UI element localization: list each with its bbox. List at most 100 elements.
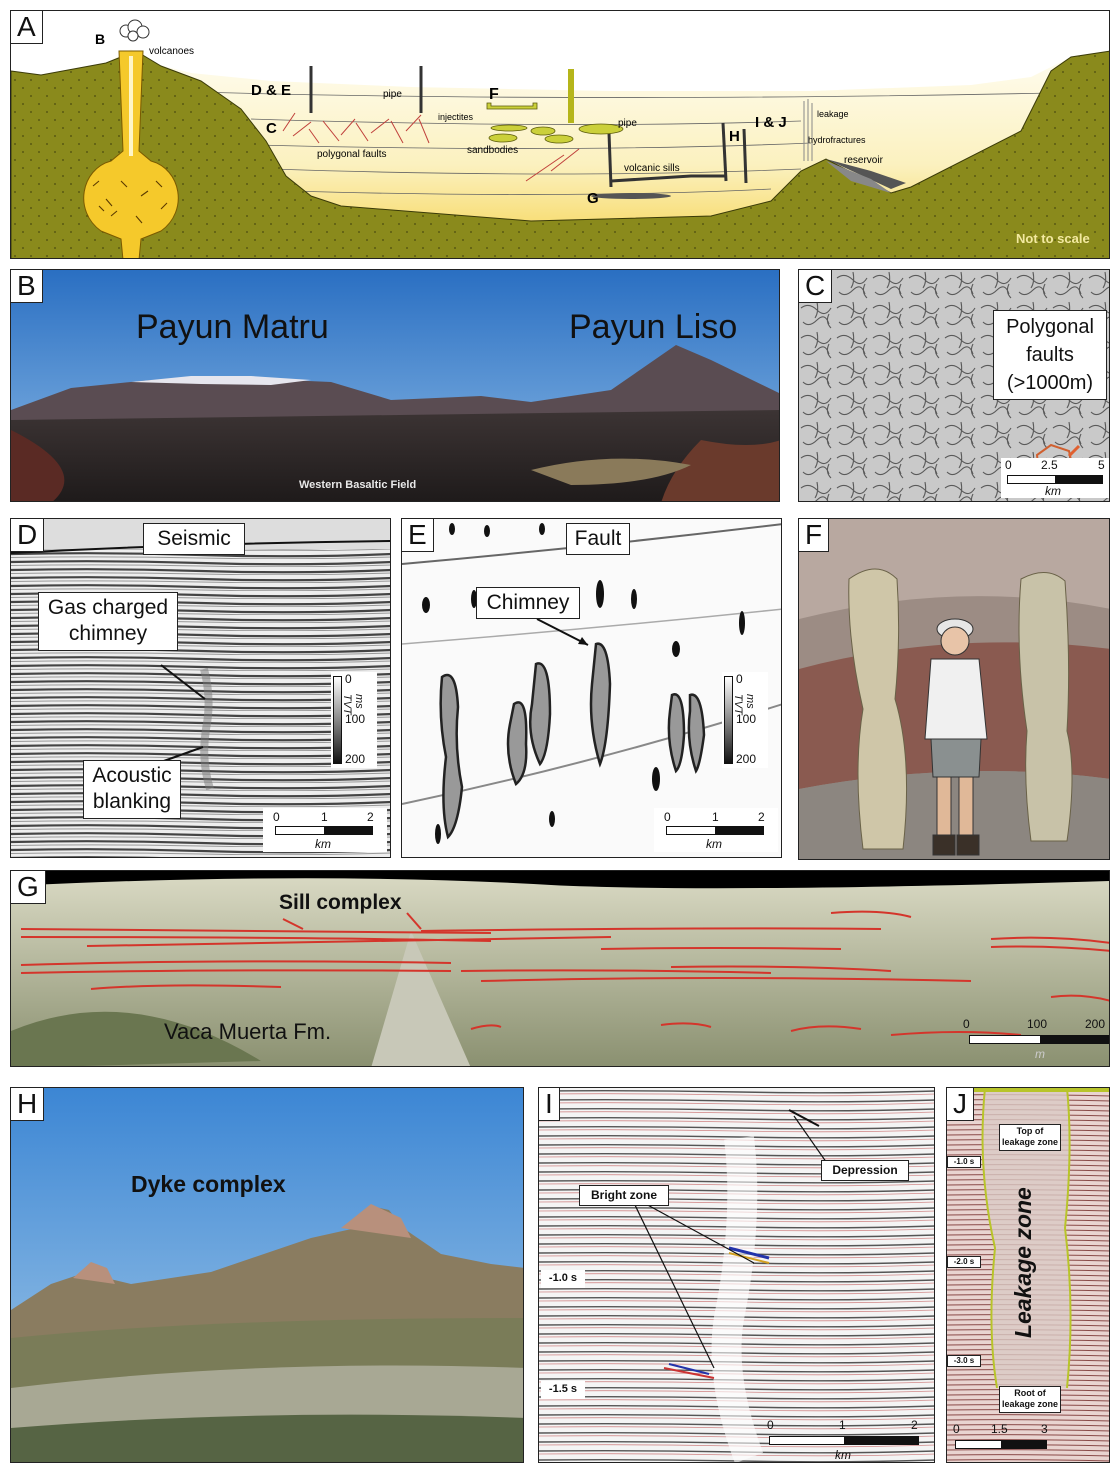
colorbar-tick: 0 [736, 672, 743, 686]
fault-title-box: Fault [566, 523, 630, 556]
scale-unit: km [706, 837, 722, 851]
scale-tick: 2.5 [1041, 458, 1058, 472]
time-label-j3: -3.0 s [947, 1355, 981, 1367]
vaca-muerta-label: Vaca Muerta Fm. [164, 1019, 331, 1044]
bright-zone-box: Bright zone [579, 1185, 669, 1206]
scale-tick: 1 [712, 810, 719, 824]
panel-i-letter: I [539, 1088, 560, 1121]
scale-bar-g: 0 100 200 m [961, 1011, 1109, 1061]
panel-a-schematic: A [10, 10, 1110, 259]
time-label-j1: -1.0 s [947, 1156, 981, 1168]
sill-complex-label: Sill complex [279, 891, 402, 914]
scale-tick: 5 [1098, 458, 1105, 472]
scale-tick: 200 [1085, 1017, 1106, 1031]
panel-h-photo: H Dyke complex [10, 1087, 524, 1463]
chimney-box: Chimney [476, 587, 580, 620]
scale-unit: km [315, 837, 331, 851]
colorbar-tick: 0 [345, 672, 352, 686]
payun-matru-title: Payun Matru [136, 308, 329, 346]
scale-tick: 0 [963, 1017, 970, 1031]
seismic-title-box: Seismic [143, 523, 245, 556]
label-b: B [95, 31, 105, 47]
label-pipe-1: pipe [383, 89, 402, 100]
label-h: H [729, 128, 740, 145]
root-line-1: Root of [1014, 1388, 1046, 1398]
dyke-complex-title: Dyke complex [131, 1171, 286, 1197]
pipe-right [1018, 572, 1073, 842]
colorbar-tick: 100 [736, 712, 757, 726]
gas-chimney-line-1: Gas charged [47, 596, 169, 619]
scale-tick: 0 [1005, 458, 1012, 472]
western-basaltic-field-caption: Western Basaltic Field [299, 479, 416, 491]
dyke-complex-photo: Dyke complex [11, 1088, 523, 1462]
pipe-left [848, 568, 908, 850]
label-c: C [266, 120, 277, 137]
label-g: G [587, 190, 599, 207]
colorbar-tick: 200 [736, 752, 757, 766]
colorbar-unit: ms TVT [732, 694, 756, 715]
panel-g-outcrop: G Sill complex Vaca Muerta Fm. 0 100 200 [10, 870, 1110, 1067]
colorbar-e: 0 100 200 ms TVT [722, 672, 768, 768]
label-volcanoes: volcanoes [149, 46, 194, 57]
scale-tick: 1 [839, 1418, 846, 1432]
scale-tick: 0 [767, 1418, 774, 1432]
label-reservoir: reservoir [844, 155, 884, 166]
time-label-2: -1.5 s [541, 1381, 585, 1399]
payun-liso-title: Payun Liso [569, 308, 737, 346]
scale-bar-e: 0 1 2 km [654, 808, 778, 852]
panel-d-seismic: D Seismic Gas charged chimney Acoustic b… [10, 518, 391, 858]
label-leakage: leakage [817, 109, 849, 119]
panel-i-seismic: I Depression Bright zone -1.0 s -1.5 s 0… [538, 1087, 935, 1463]
sandstone-pipes-photo [799, 519, 1109, 859]
panel-f-letter: F [799, 519, 830, 552]
acoustic-blanking-box: Acoustic blanking [83, 760, 181, 819]
colorbar-d: 0 100 200 ms TVT [331, 672, 377, 768]
sill-complex-outcrop: Sill complex Vaca Muerta Fm. [11, 871, 1109, 1066]
scale-bar-d: 0 1 2 km [263, 808, 387, 852]
scale-tick: 0 [273, 810, 280, 824]
scale-tick: 0 [664, 810, 671, 824]
scale-tick: 2 [367, 810, 374, 824]
panel-h-letter: H [11, 1088, 45, 1121]
gas-chimney-box: Gas charged chimney [38, 592, 178, 651]
scale-tick: 2 [758, 810, 765, 824]
not-to-scale-label: Not to scale [1016, 231, 1090, 246]
time-label-j2: -2.0 s [947, 1256, 981, 1268]
label-pipe-2: pipe [618, 118, 637, 129]
label-polygonal-faults: polygonal faults [317, 149, 387, 160]
label-de: D & E [251, 82, 291, 99]
acoustic-blanking-line-2: blanking [92, 790, 172, 814]
scale-tick: 0 [953, 1422, 960, 1436]
leakage-zone-label: Leakage zone [1010, 1187, 1036, 1338]
scale-unit: m [1035, 1047, 1045, 1061]
scale-bar-c: 0 2.5 5 km [1001, 458, 1109, 498]
panel-b-letter: B [11, 270, 43, 303]
label-hydrofractures: hydrofractures [808, 135, 866, 145]
scale-unit: km [835, 1448, 851, 1462]
panel-e-letter: E [402, 519, 434, 552]
scale-unit: km [1045, 484, 1061, 498]
label-volcanic-sills: volcanic sills [624, 163, 680, 174]
root-of-leakage-box: Root of leakage zone [999, 1386, 1061, 1413]
panel-b-photo: B Payun Matru Payun Liso Western Basalti… [10, 269, 780, 502]
colorbar-tick: 200 [345, 752, 366, 766]
top-of-leakage-box: Top of leakage zone [999, 1124, 1061, 1151]
scale-tick: 100 [1027, 1017, 1048, 1031]
label-ij: I & J [755, 114, 787, 131]
panel-c-letter: C [799, 270, 833, 303]
panel-e-fault: E Fault Chimney 0 100 200 ms TVT 0 [401, 518, 782, 858]
panel-c-polygonal-faults: C Polygonal faults (>1000m) 0 2.5 5 km [798, 269, 1110, 502]
panel-j-seismic: J Leakage zone Top of leakage zone Root … [946, 1087, 1110, 1463]
box-line-2: faults [1026, 344, 1074, 366]
colorbar-tick: 100 [345, 712, 366, 726]
panel-j-letter: J [947, 1088, 974, 1121]
gas-chimney-line-2: chimney [68, 622, 148, 646]
polygonal-faults-box: Polygonal faults (>1000m) [993, 310, 1107, 400]
basin-schematic: B volcanoes D & E C pipe polygonal fault… [11, 11, 1109, 258]
volcano-landscape: Payun Matru Payun Liso Western Basaltic … [11, 270, 779, 501]
label-injectites: injectites [438, 112, 474, 122]
fault-attribute-section [402, 519, 781, 857]
label-sandbodies: sandbodies [467, 145, 518, 156]
volcano-cloud [119, 19, 150, 42]
bright-zone-seismic [539, 1088, 934, 1462]
